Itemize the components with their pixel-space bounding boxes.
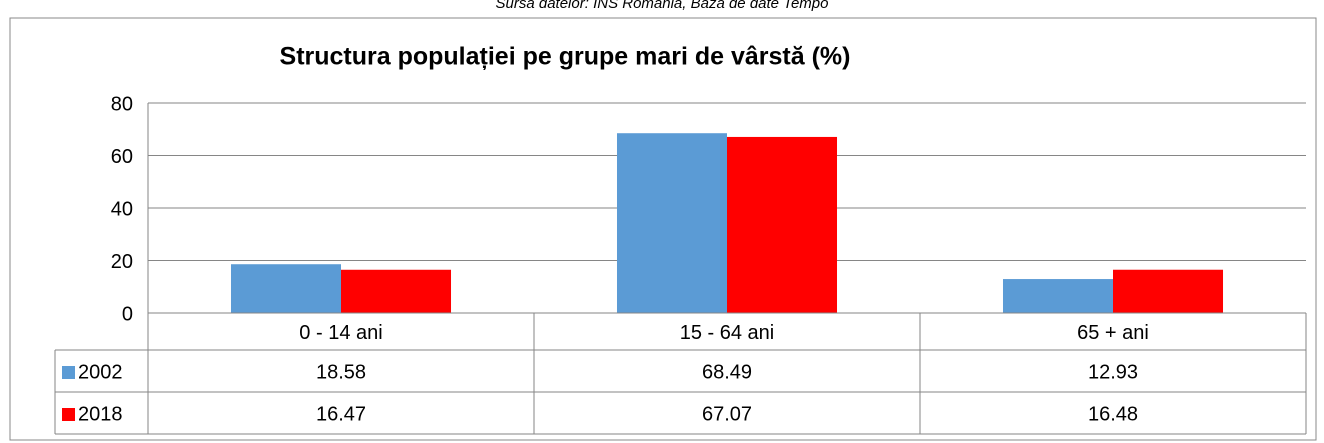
bar <box>230 264 341 313</box>
x-tick-label: 15 - 64 ani <box>680 322 775 344</box>
bar <box>1113 269 1224 313</box>
table-value: 12.93 <box>1088 361 1138 383</box>
table-value: 16.47 <box>316 403 366 425</box>
table-value: 16.48 <box>1088 403 1138 425</box>
y-tick-label: 0 <box>122 303 133 325</box>
y-tick-label: 80 <box>111 93 133 115</box>
bar <box>1002 279 1113 313</box>
table-value: 68.49 <box>702 361 752 383</box>
y-tick-label: 60 <box>111 146 133 168</box>
y-tick-label: 40 <box>111 198 133 220</box>
legend-label: 2002 <box>78 361 123 383</box>
legend-swatch <box>62 408 75 421</box>
source-note: Sursa datelor: INS România, Baza de date… <box>496 0 829 12</box>
table-value: 18.58 <box>316 361 366 383</box>
chart-title: Structura populației pe grupe mari de vâ… <box>280 43 851 71</box>
bar <box>616 133 727 313</box>
y-tick-label: 20 <box>111 251 133 273</box>
legend-label: 2018 <box>78 403 123 425</box>
legend-swatch <box>62 366 75 379</box>
x-tick-label: 65 + ani <box>1077 322 1149 344</box>
bar <box>727 136 838 313</box>
bar <box>341 269 452 313</box>
x-tick-label: 0 - 14 ani <box>299 322 382 344</box>
table-value: 67.07 <box>702 403 752 425</box>
